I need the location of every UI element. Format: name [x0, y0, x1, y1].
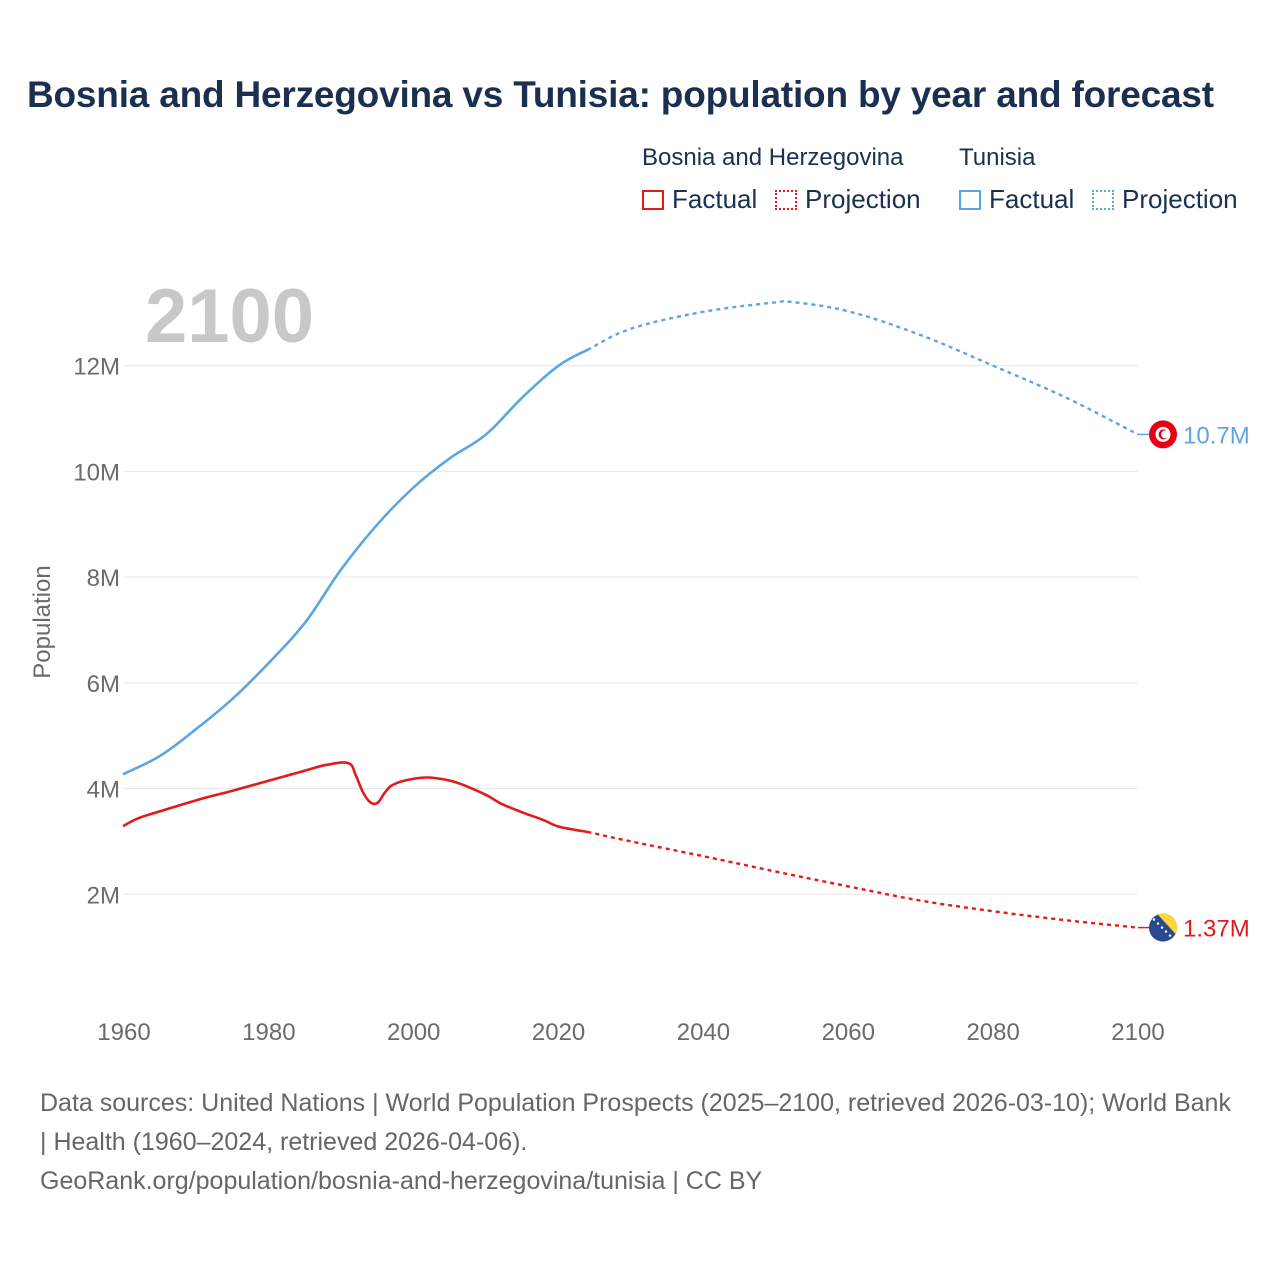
x-tick-label: 2040 — [677, 1019, 730, 1046]
year-watermark: 2100 — [145, 274, 314, 359]
legend-label-bosnia-projection: Projection — [805, 184, 921, 214]
y-axis-label: Population — [29, 565, 56, 678]
tunisia-flag-icon — [1149, 420, 1177, 449]
x-tick-label: 2020 — [532, 1019, 585, 1046]
x-axis-ticks: 1960 1980 2000 2020 2040 2060 2080 2100 — [97, 1019, 1164, 1046]
x-tick-label: 1980 — [242, 1019, 295, 1046]
bosnia-flag-star — [1152, 918, 1156, 921]
x-tick-label: 1960 — [97, 1019, 150, 1046]
legend-swatch-tunisia-factual — [959, 189, 981, 210]
y-tick-label: 6M — [87, 671, 120, 698]
tunisia-projection-line — [586, 299, 1139, 436]
bosnia-factual-line — [122, 761, 589, 834]
series-layer — [122, 299, 1149, 929]
y-tick-label: 10M — [73, 459, 120, 486]
legend-swatch-bosnia-projection — [775, 189, 797, 210]
source-note: Data sources: United Nations | World Pop… — [40, 1084, 1240, 1201]
legend-label-tunisia-projection: Projection — [1122, 184, 1238, 214]
x-tick-label: 2000 — [387, 1019, 440, 1046]
legend-label-bosnia-factual: Factual — [672, 184, 758, 214]
bosnia-end-label: 1.37M — [1183, 916, 1250, 943]
legend-swatch-bosnia-factual — [642, 189, 664, 210]
x-tick-label: 2060 — [822, 1019, 875, 1046]
legend-label-tunisia-factual: Factual — [989, 184, 1075, 214]
y-tick-label: 8M — [87, 565, 120, 592]
legend-group-bosnia: Bosnia and Herzegovina — [642, 144, 904, 171]
legend-bosnia-factual[interactable]: Factual — [642, 184, 757, 215]
y-tick-label: 2M — [87, 882, 120, 909]
legend-bosnia-projection[interactable]: Projection — [775, 184, 921, 215]
legend-group-tunisia: Tunisia — [959, 144, 1036, 171]
bosnia-flag-icon — [1149, 913, 1177, 942]
x-tick-label: 2100 — [1111, 1019, 1164, 1046]
marker-layer: 10.7M 1.37M — [1149, 420, 1250, 943]
bosnia-flag-star — [1164, 930, 1168, 933]
bosnia-projection-line — [587, 830, 1139, 929]
y-axis-ticks: 2M 4M 6M 8M 10M 12M — [73, 354, 120, 910]
bosnia-flag-star — [1160, 926, 1164, 929]
legend-tunisia-projection[interactable]: Projection — [1092, 184, 1238, 215]
bosnia-flag-star — [1156, 922, 1160, 925]
source-line-1: Data sources: United Nations | World Pop… — [40, 1089, 1231, 1156]
legend-tunisia-factual[interactable]: Factual — [959, 184, 1074, 215]
line-chart: 2100 2M 4M 6M 8M 10M 12M 1960 1980 2000 2020 2040… — [29, 274, 1250, 1046]
chart-title: Bosnia and Herzegovina vs Tunisia: popul… — [27, 74, 1214, 115]
source-line-2[interactable]: GeoRank.org/population/bosnia-and-herzeg… — [40, 1167, 763, 1195]
grid-layer — [124, 365, 1138, 895]
bosnia-flag-star — [1168, 934, 1172, 937]
tunisia-end-label: 10.7M — [1183, 422, 1250, 449]
y-tick-label: 12M — [73, 354, 120, 381]
legend-swatch-tunisia-projection — [1092, 189, 1114, 210]
y-tick-label: 4M — [87, 777, 120, 804]
tunisia-factual-line — [122, 348, 589, 776]
x-tick-label: 2080 — [966, 1019, 1019, 1046]
